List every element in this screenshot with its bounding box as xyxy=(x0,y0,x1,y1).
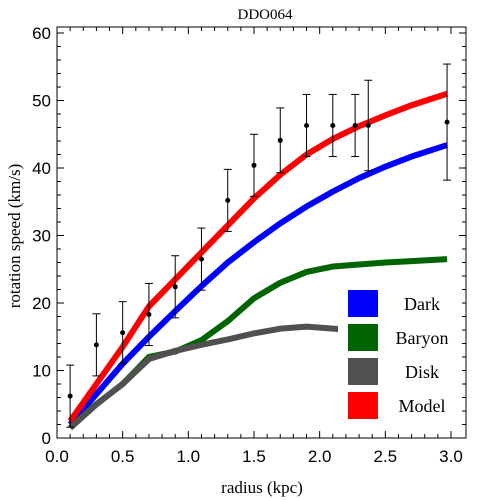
legend-label-disk: Disk xyxy=(405,362,439,382)
y-tick-label: 30 xyxy=(32,227,51,246)
data-point xyxy=(198,256,204,262)
legend-label-dark: Dark xyxy=(404,294,440,314)
y-tick-label: 60 xyxy=(32,24,51,43)
legend-label-model: Model xyxy=(399,396,446,416)
x-tick-label: 3.0 xyxy=(439,447,463,466)
x-tick-label: 1.5 xyxy=(242,447,266,466)
series-line-model xyxy=(67,90,448,423)
legend-swatch-disk xyxy=(348,358,378,385)
data-point xyxy=(352,122,358,128)
x-tick-label: 2.0 xyxy=(308,447,332,466)
series-line-dark xyxy=(67,142,448,427)
data-point xyxy=(365,122,371,128)
y-tick-label: 40 xyxy=(32,159,51,178)
observations-layer xyxy=(66,63,452,428)
data-point xyxy=(146,311,152,317)
legend-swatch-dark xyxy=(348,290,378,317)
x-axis: 0.0 0.5 1.0 1.5 2.0 2.5 3.0 xyxy=(45,27,463,466)
legend-label-baryon: Baryon xyxy=(396,328,449,348)
y-axis-label: rotation speed (km/s) xyxy=(5,164,24,308)
series-line-disk xyxy=(68,323,360,431)
y-tick-label: 0 xyxy=(42,429,51,448)
data-point xyxy=(304,122,310,128)
legend: Dark Baryon Disk Model xyxy=(338,281,462,422)
x-axis-label: radius (kpc) xyxy=(221,478,303,497)
legend-swatch-baryon xyxy=(348,324,378,351)
x-tick-label: 0.5 xyxy=(111,447,135,466)
plot-frame xyxy=(56,26,467,439)
data-point xyxy=(67,393,73,399)
x-tick-label: 0.0 xyxy=(45,447,69,466)
y-tick-label: 50 xyxy=(32,92,51,111)
x-tick-label: 2.5 xyxy=(374,447,398,466)
data-point xyxy=(444,119,450,125)
data-point xyxy=(120,330,126,336)
x-tick-label: 1.0 xyxy=(177,447,201,466)
legend-swatch-model xyxy=(348,392,378,419)
data-point xyxy=(277,137,283,143)
data-point xyxy=(172,284,178,290)
y-tick-label: 10 xyxy=(32,362,51,381)
y-axis: 0 10 20 30 40 50 60 xyxy=(32,24,466,448)
data-point xyxy=(330,122,336,128)
series-layer xyxy=(67,90,448,431)
data-point xyxy=(93,342,99,348)
y-tick-label: 20 xyxy=(32,294,51,313)
data-point xyxy=(225,197,231,203)
data-point xyxy=(251,162,257,168)
chart-title: DDO064 xyxy=(238,7,293,23)
